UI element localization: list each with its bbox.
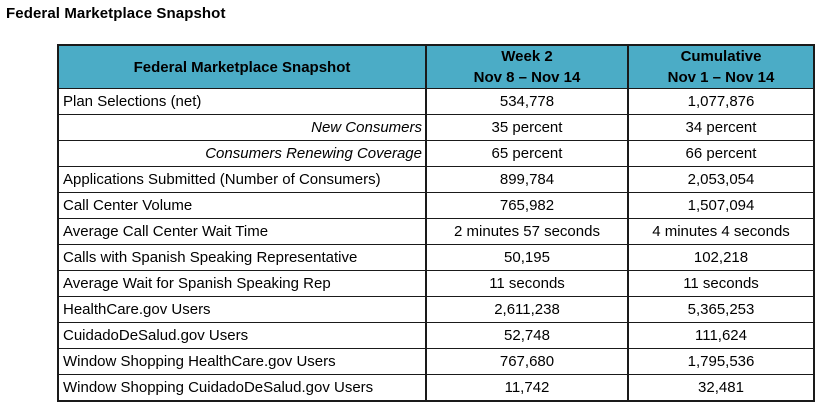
row-week2-value: 52,748 [425,322,629,349]
row-week2-value: 11 seconds [425,270,629,297]
row-week2-value: 2 minutes 57 seconds [425,218,629,245]
row-label: Plan Selections (net) [57,88,427,115]
table-row: HealthCare.gov Users 2,611,238 5,365,253 [57,296,815,323]
table-row: Average Call Center Wait Time 2 minutes … [57,218,815,245]
row-label: Window Shopping HealthCare.gov Users [57,348,427,375]
table-row: Calls with Spanish Speaking Representati… [57,244,815,271]
row-week2-value: 534,778 [425,88,629,115]
row-label: Calls with Spanish Speaking Representati… [57,244,427,271]
table-row: Plan Selections (net) 534,778 1,077,876 [57,88,815,115]
header-cumulative-column: Cumulative Nov 1 – Nov 14 [627,44,815,89]
row-cumulative-value: 66 percent [627,140,815,167]
row-cumulative-value: 4 minutes 4 seconds [627,218,815,245]
table-header: Federal Marketplace Snapshot Week 2 Nov … [57,44,815,89]
row-week2-value: 65 percent [425,140,629,167]
row-cumulative-value: 34 percent [627,114,815,141]
table-row: Applications Submitted (Number of Consum… [57,166,815,193]
row-label: Applications Submitted (Number of Consum… [57,166,427,193]
table-row: CuidadoDeSalud.gov Users 52,748 111,624 [57,322,815,349]
table-row: Average Wait for Spanish Speaking Rep 11… [57,270,815,297]
row-week2-value: 2,611,238 [425,296,629,323]
header-row: Federal Marketplace Snapshot Week 2 Nov … [57,44,815,89]
page-title: Federal Marketplace Snapshot [6,5,226,22]
row-cumulative-value: 11 seconds [627,270,815,297]
row-week2-value: 35 percent [425,114,629,141]
table-row: Call Center Volume 765,982 1,507,094 [57,192,815,219]
header-cumulative-daterange: Nov 1 – Nov 14 [667,69,775,86]
row-week2-value: 767,680 [425,348,629,375]
row-label: Consumers Renewing Coverage [57,140,427,167]
header-week2-title: Week 2 [501,48,553,65]
row-label: New Consumers [57,114,427,141]
row-label: Call Center Volume [57,192,427,219]
row-label: HealthCare.gov Users [57,296,427,323]
row-label: Average Call Center Wait Time [57,218,427,245]
table-row: New Consumers 35 percent 34 percent [57,114,815,141]
row-cumulative-value: 1,077,876 [627,88,815,115]
row-week2-value: 50,195 [425,244,629,271]
row-cumulative-value: 1,795,536 [627,348,815,375]
table-row: Window Shopping HealthCare.gov Users 767… [57,348,815,375]
row-week2-value: 899,784 [425,166,629,193]
row-label: Average Wait for Spanish Speaking Rep [57,270,427,297]
row-cumulative-value: 32,481 [627,374,815,402]
header-week2-daterange: Nov 8 – Nov 14 [473,69,581,86]
row-cumulative-value: 2,053,054 [627,166,815,193]
table-row: Consumers Renewing Coverage 65 percent 6… [57,140,815,167]
row-cumulative-value: 1,507,094 [627,192,815,219]
row-cumulative-value: 111,624 [627,322,815,349]
row-week2-value: 11,742 [425,374,629,402]
table-body: Plan Selections (net) 534,778 1,077,876 … [57,88,815,402]
header-label-column: Federal Marketplace Snapshot [57,44,427,89]
header-week2-column: Week 2 Nov 8 – Nov 14 [425,44,629,89]
marketplace-snapshot-table: Federal Marketplace Snapshot Week 2 Nov … [57,44,815,402]
row-label: Window Shopping CuidadoDeSalud.gov Users [57,374,427,402]
row-label: CuidadoDeSalud.gov Users [57,322,427,349]
row-week2-value: 765,982 [425,192,629,219]
header-cumulative-title: Cumulative [680,48,762,65]
row-cumulative-value: 102,218 [627,244,815,271]
table-row: Window Shopping CuidadoDeSalud.gov Users… [57,374,815,402]
row-cumulative-value: 5,365,253 [627,296,815,323]
